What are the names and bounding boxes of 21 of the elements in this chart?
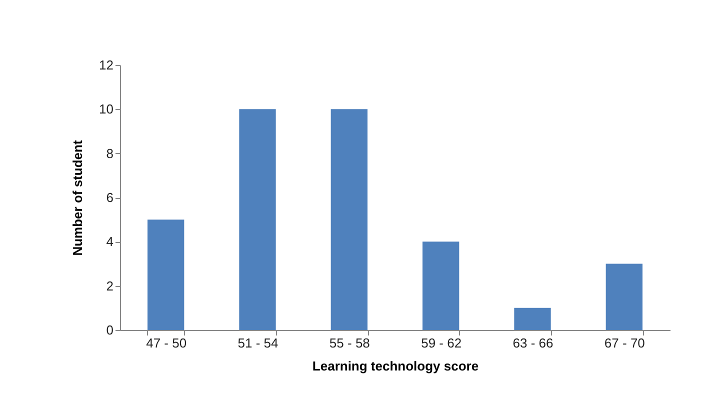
x-axis-title: Learning technology score (312, 358, 479, 374)
x-tick-label: 59 - 62 (421, 336, 462, 350)
x-tick-label: 55 - 58 (329, 336, 370, 350)
y-tick-label: 6 (106, 190, 114, 205)
bar (239, 109, 276, 330)
y-tick-label: 8 (106, 146, 114, 161)
x-tick-label: 67 - 70 (604, 336, 645, 350)
x-tick-label: 51 - 54 (238, 336, 278, 350)
y-tick-label: 10 (99, 102, 114, 117)
bar (514, 308, 551, 330)
bar (422, 242, 460, 330)
y-axis-title: Number of student (70, 140, 86, 256)
bar (330, 109, 368, 330)
y-tick-label: 12 (99, 58, 114, 72)
y-tick-label: 2 (106, 278, 114, 294)
y-tick-label: 0 (106, 322, 114, 338)
x-tick-label: 63 - 66 (512, 336, 554, 350)
x-tick-label: 47 - 50 (146, 336, 187, 350)
y-tick-label: 4 (106, 234, 114, 250)
bar (606, 264, 642, 330)
bar (148, 220, 184, 330)
